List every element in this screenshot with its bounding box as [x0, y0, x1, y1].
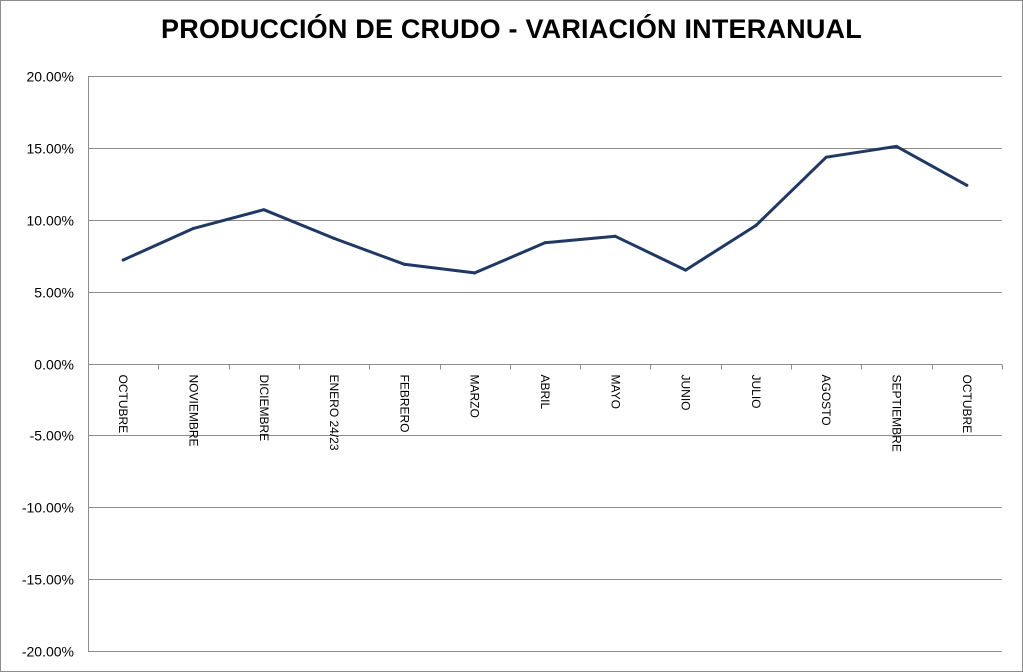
data-point [402, 262, 406, 266]
y-tick-label: 5.00% [34, 285, 74, 301]
y-tick-label: 0.00% [34, 357, 74, 373]
x-tick-label: MAYO [608, 375, 622, 409]
data-point [543, 241, 547, 245]
chart-title: PRODUCCIÓN DE CRUDO - VARIACIÓN INTERANU… [161, 14, 862, 44]
x-tick-label: ABRIL [538, 375, 552, 410]
x-tick-label: JULIO [749, 375, 763, 409]
y-tick-label: -15.00% [22, 572, 74, 588]
x-tick-label: SEPTIEMBRE [890, 375, 904, 452]
y-tick-label: 15.00% [27, 141, 74, 157]
x-axis-tick-labels: OCTUBRE NOVIEMBRE DICIEMBRE ENERO 24/23 FEBR… [116, 375, 974, 452]
x-tick-label: ENERO 24/23 [327, 375, 341, 451]
data-point [824, 155, 828, 159]
y-tick-label: -5.00% [30, 428, 74, 444]
series-lines [121, 144, 969, 275]
x-tick-label: AGOSTO [819, 375, 833, 426]
data-point [332, 236, 336, 240]
data-point [613, 234, 617, 238]
x-tick-label: FEBRERO [397, 375, 411, 433]
x-tick-label: NOVIEMBRE [186, 375, 200, 447]
x-tick-label: OCTUBRE [960, 375, 974, 434]
data-point [473, 271, 477, 275]
data-point [965, 183, 969, 187]
gridlines [88, 76, 1002, 652]
series-line [121, 144, 969, 275]
x-tick-label: JUNIO [679, 375, 693, 411]
x-tick-label: MARZO [468, 375, 482, 418]
data-point [895, 144, 899, 148]
data-point [754, 224, 758, 227]
y-tick-label: -20.00% [22, 644, 74, 660]
data-point [121, 258, 125, 262]
x-tick-label: OCTUBRE [116, 375, 130, 434]
y-tick-label: 20.00% [27, 69, 74, 85]
data-point [191, 226, 195, 230]
data-point [684, 268, 688, 272]
y-axis-tick-labels: 20.00% 15.00% 10.00% 5.00% 0.00% -5.00% -10.00… [22, 69, 74, 660]
data-point [262, 208, 266, 212]
axes [88, 76, 1003, 651]
y-tick-label: 10.00% [27, 213, 74, 229]
x-tick-label: DICIEMBRE [257, 375, 271, 442]
y-tick-label: -10.00% [22, 500, 74, 516]
